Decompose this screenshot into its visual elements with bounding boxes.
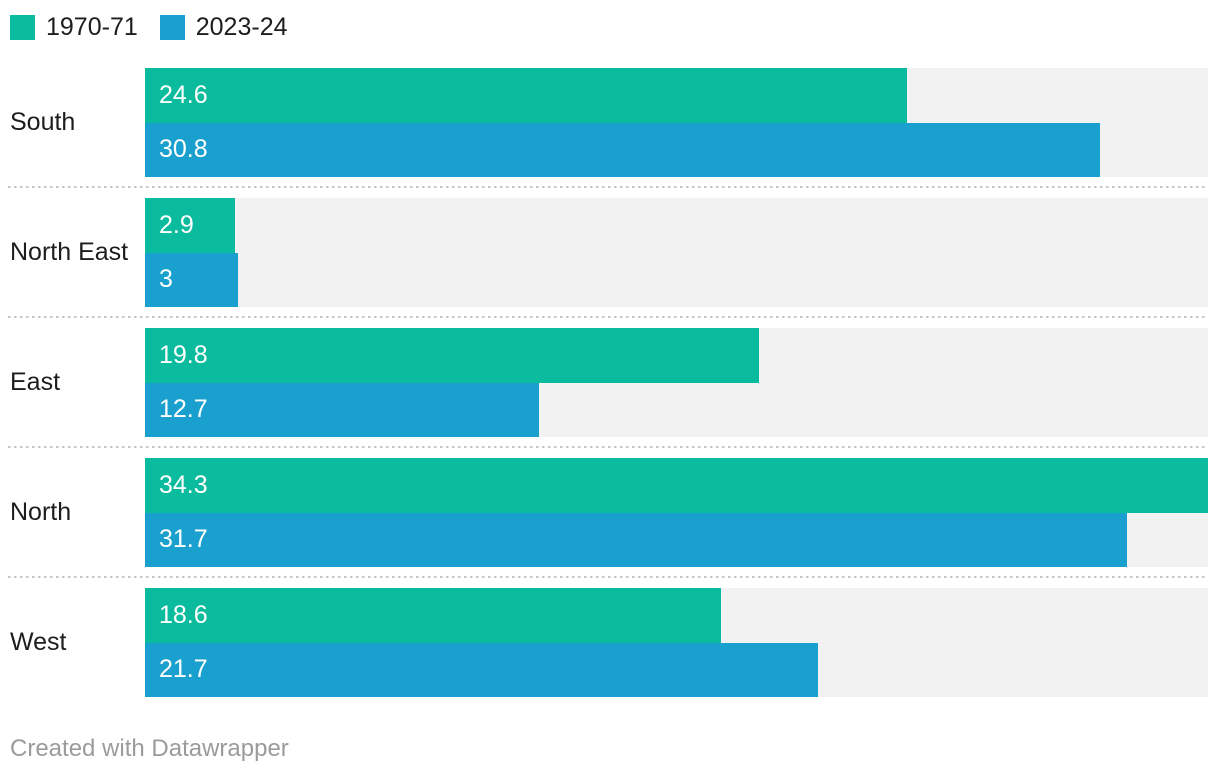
category-label: South xyxy=(10,107,76,136)
bar-1970-71: 18.6 xyxy=(145,588,722,643)
bar-pair: 24.6 30.8 xyxy=(145,68,1208,177)
bar-track: 24.6 xyxy=(145,68,1208,123)
bar-1970-71: 34.3 xyxy=(145,458,1208,513)
bar-2023-24: 30.8 xyxy=(145,122,1100,177)
category-label: West xyxy=(10,627,67,656)
bar-2023-24: 21.7 xyxy=(145,642,818,697)
bar-pair: 2.9 3 xyxy=(145,198,1208,307)
bar-1970-71: 24.6 xyxy=(145,68,908,123)
chart-row-north: North 34.3 31.7 xyxy=(0,458,1220,567)
bar-track: 34.3 xyxy=(145,458,1208,513)
row-separator xyxy=(8,576,1208,578)
legend-item-2023-24: 2023-24 xyxy=(159,13,288,41)
row-separator xyxy=(8,446,1208,448)
bar-pair: 18.6 21.7 xyxy=(145,588,1208,697)
bar-track: 21.7 xyxy=(145,642,1208,697)
bar-1970-71: 19.8 xyxy=(145,328,759,383)
bar-track: 30.8 xyxy=(145,122,1208,177)
legend: 1970-71 2023-24 xyxy=(10,15,1220,40)
category-label: East xyxy=(10,367,61,396)
bar-pair: 34.3 31.7 xyxy=(145,458,1208,567)
chart-row-west: West 18.6 21.7 xyxy=(0,588,1220,697)
bar-pair: 19.8 12.7 xyxy=(145,328,1208,437)
chart-row-south: South 24.6 30.8 xyxy=(0,68,1220,177)
bar-2023-24: 31.7 xyxy=(145,512,1128,567)
bar-2023-24: 3 xyxy=(145,252,238,307)
bar-2023-24: 12.7 xyxy=(145,382,539,437)
grouped-bar-chart: South 24.6 30.8 North East 2.9 3 xyxy=(0,68,1220,697)
category-label: North East xyxy=(10,237,129,266)
bar-track: 2.9 xyxy=(145,198,1208,253)
bar-track: 18.6 xyxy=(145,588,1208,643)
row-separator xyxy=(8,186,1208,188)
bar-1970-71: 2.9 xyxy=(145,198,235,253)
legend-label: 1970-71 xyxy=(46,13,138,41)
bar-track: 3 xyxy=(145,252,1208,307)
category-label: North xyxy=(10,497,72,526)
chart-row-north-east: North East 2.9 3 xyxy=(0,198,1220,307)
bar-track: 19.8 xyxy=(145,328,1208,383)
row-separator xyxy=(8,316,1208,318)
legend-swatch-2023-24 xyxy=(159,15,185,40)
bar-track: 12.7 xyxy=(145,382,1208,437)
legend-item-1970-71: 1970-71 xyxy=(10,15,138,40)
bar-track: 31.7 xyxy=(145,512,1208,567)
legend-label: 2023-24 xyxy=(195,13,288,41)
chart-row-east: East 19.8 12.7 xyxy=(0,328,1220,437)
legend-swatch-1970-71 xyxy=(10,15,35,40)
datawrapper-attribution-link[interactable]: Created with Datawrapper xyxy=(10,735,289,762)
